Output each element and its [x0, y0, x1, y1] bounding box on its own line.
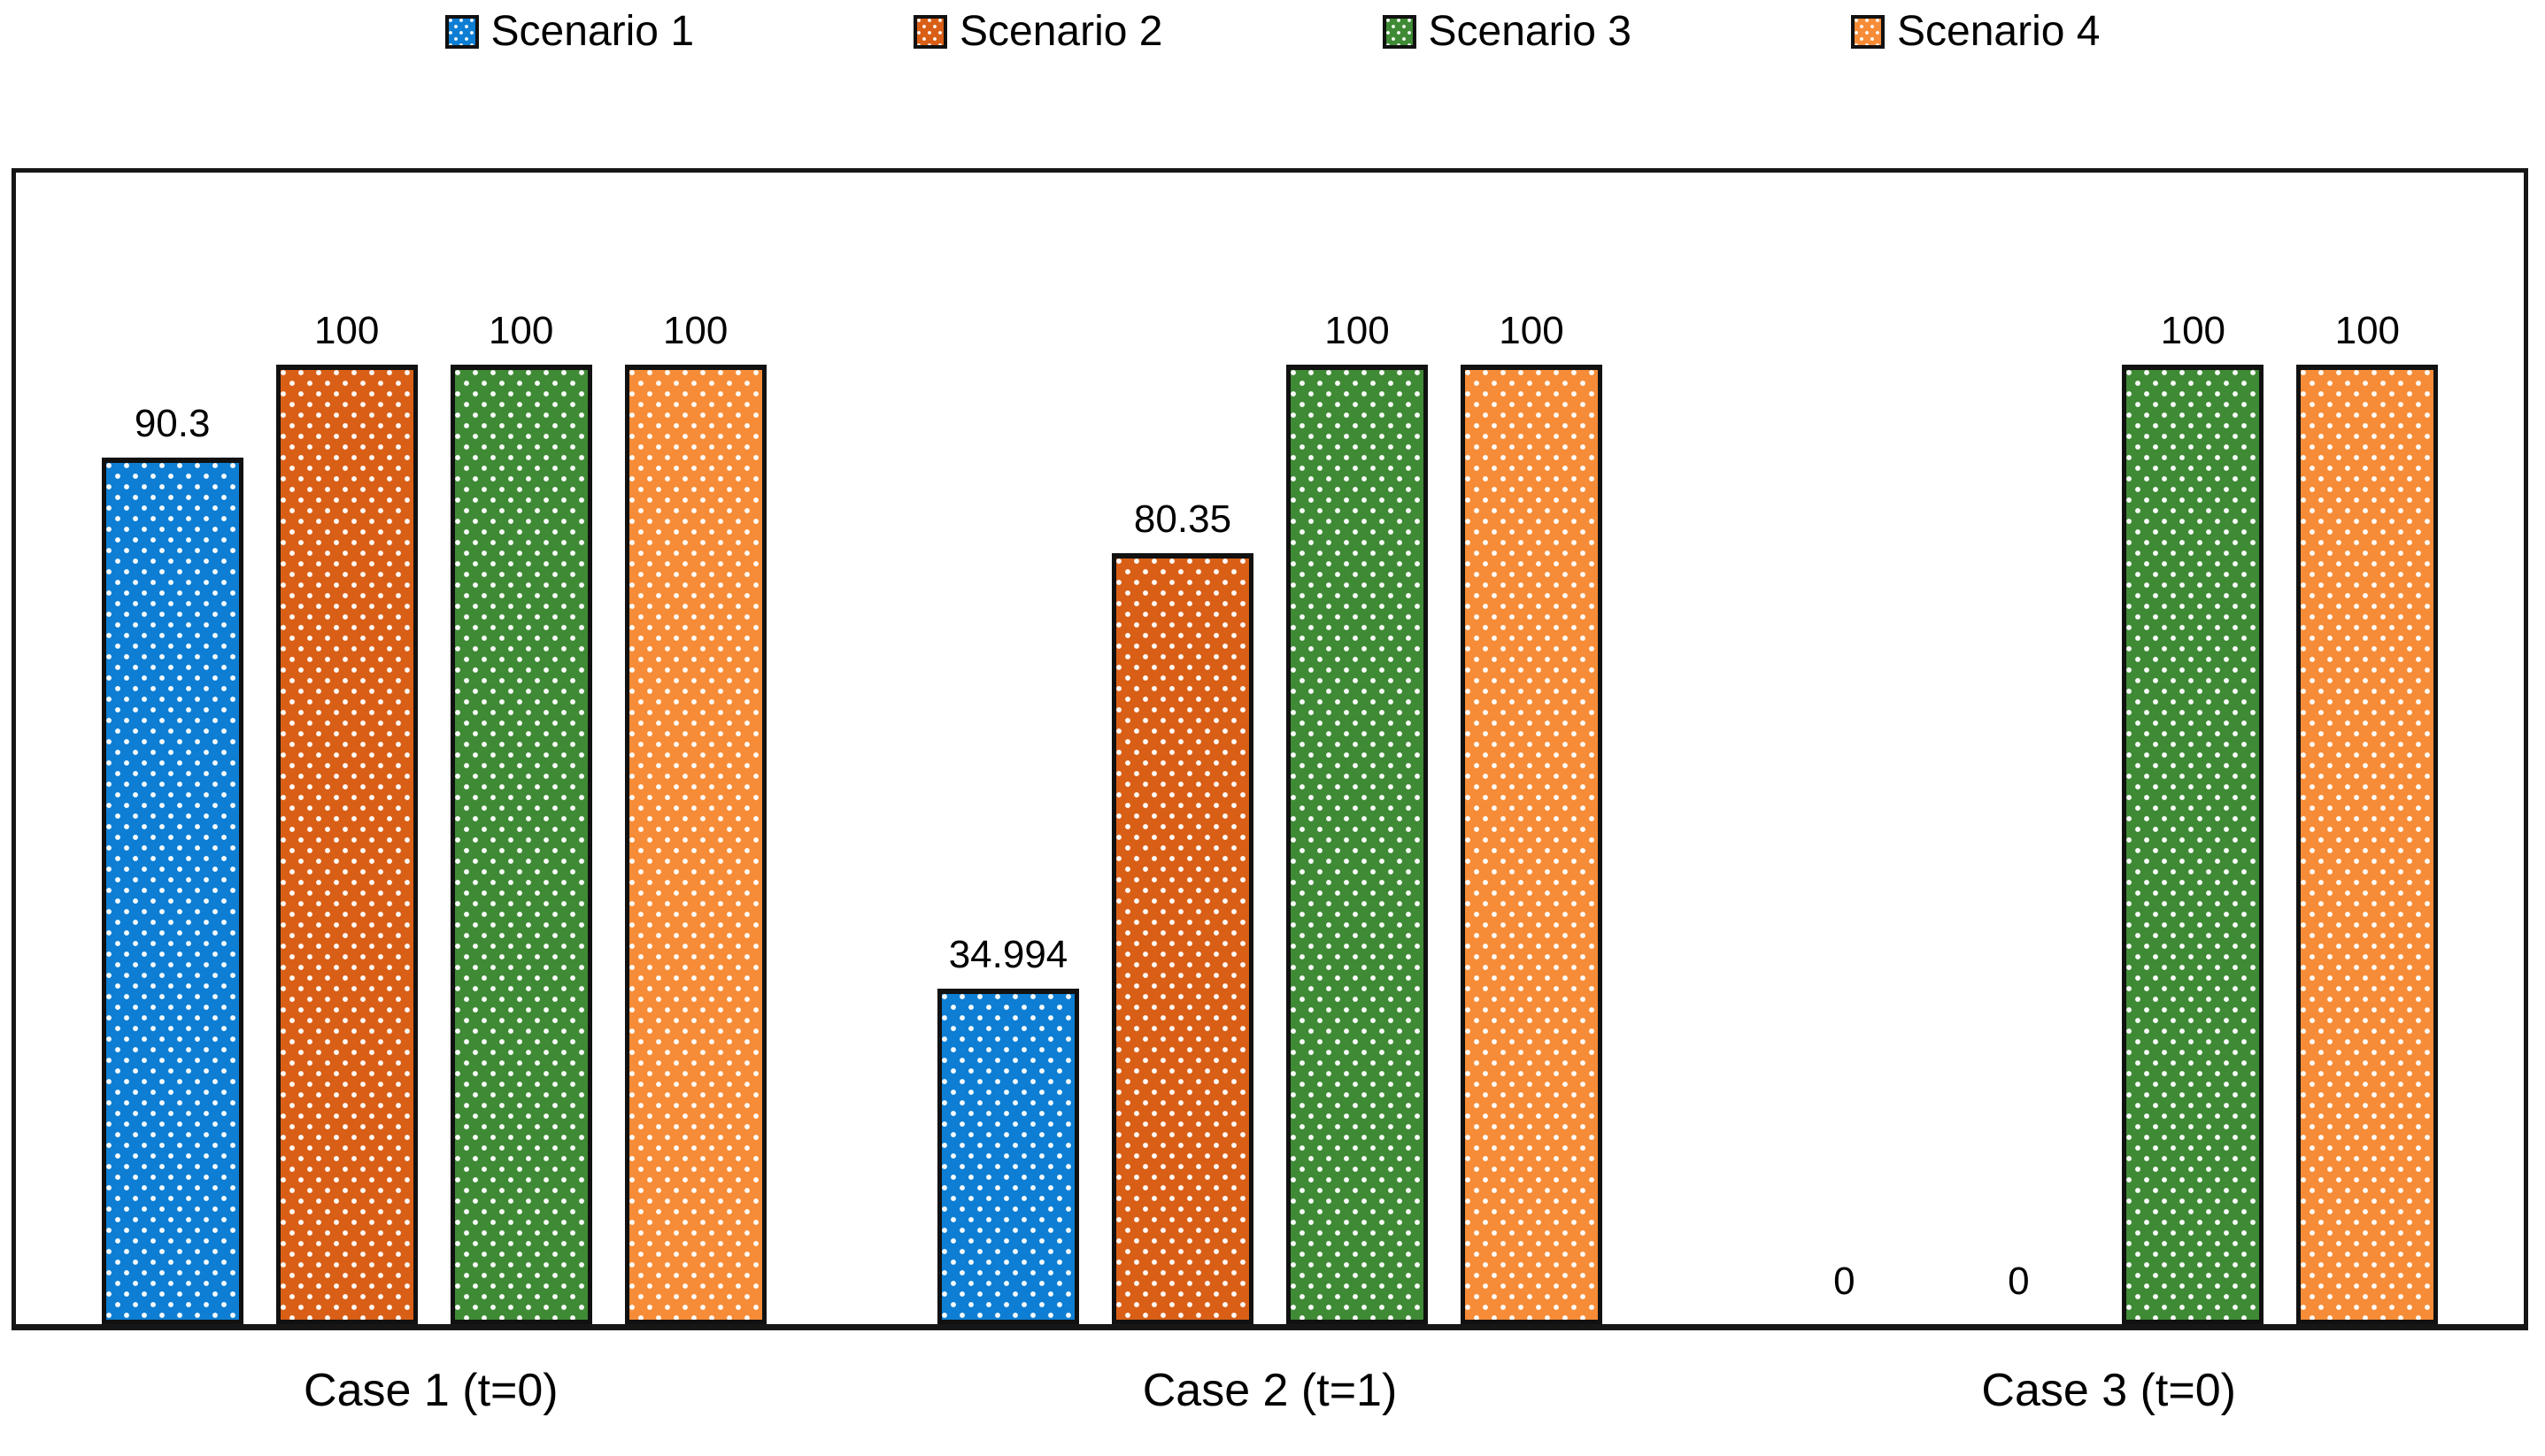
bar-slot-scenario-1-case-1: 90.3 — [101, 404, 243, 1324]
legend-swatch-icon — [1850, 15, 1885, 49]
x-axis-labels: Case 1 (t=0) Case 2 (t=1) Case 3 (t=0) — [12, 1363, 2528, 1418]
bar-scenario-4-case-1 — [624, 364, 767, 1324]
bar-value-label: 80.35 — [1133, 497, 1232, 541]
legend-label: Scenario 1 — [490, 8, 695, 55]
bar-scenario-2-case-1 — [275, 364, 418, 1324]
bar-group-case-2: 34.994 80.35 100 100 — [852, 173, 1687, 1324]
plot-area: 90.3 100 100 100 34.994 80.35 100 100 0 0 100 100 — [12, 168, 2528, 1330]
bar-value-label: 90.3 — [134, 402, 211, 445]
bar-slot-scenario-3-case-1: 100 — [450, 311, 592, 1324]
bar-slot-scenario-2-case-1: 100 — [275, 311, 418, 1324]
bar-value-label: 100 — [488, 308, 554, 352]
bar-scenario-4-case-2 — [1460, 364, 1602, 1324]
bar-slot-scenario-3-case-3: 100 — [2122, 311, 2264, 1324]
bar-value-label: 100 — [1324, 308, 1390, 352]
legend-label: Scenario 2 — [960, 8, 1163, 55]
legend-item-scenario-3: Scenario 3 — [1382, 8, 1631, 55]
bar-slot-scenario-4-case-1: 100 — [624, 311, 767, 1324]
x-axis-label-case-1: Case 1 (t=0) — [304, 1365, 559, 1416]
x-axis-label-case-2: Case 2 (t=1) — [1142, 1365, 1398, 1416]
legend-item-scenario-2: Scenario 2 — [914, 8, 1163, 55]
x-axis-label-case-3: Case 3 (t=0) — [1981, 1365, 2236, 1416]
legend-label: Scenario 3 — [1428, 8, 1631, 55]
bar-scenario-1-case-2 — [937, 988, 1079, 1324]
bar-slot-scenario-1-case-2: 34.994 — [937, 935, 1079, 1324]
bar-scenario-3-case-2 — [1285, 364, 1428, 1324]
legend-label: Scenario 4 — [1896, 8, 2101, 55]
bar-slot-scenario-4-case-3: 100 — [2296, 311, 2439, 1324]
bar-scenario-3-case-1 — [450, 364, 592, 1324]
legend-item-scenario-4: Scenario 4 — [1850, 8, 2101, 55]
legend-swatch-icon — [1382, 15, 1416, 49]
bar-value-label: 0 — [1833, 1260, 1855, 1303]
bar-slot-scenario-2-case-2: 80.35 — [1111, 499, 1253, 1324]
bar-slot-scenario-3-case-2: 100 — [1285, 311, 1428, 1324]
bar-scenario-3-case-3 — [2122, 364, 2264, 1324]
legend-item-scenario-1: Scenario 1 — [444, 8, 695, 55]
bar-value-label: 100 — [662, 308, 729, 352]
bar-value-label: 100 — [313, 308, 380, 352]
bar-value-label: 34.994 — [948, 932, 1068, 976]
chart-legend: Scenario 1 Scenario 2 Scenario 3 Scenario 4 — [0, 11, 2545, 53]
legend-swatch-icon — [444, 15, 479, 49]
bar-value-label: 100 — [1499, 308, 1564, 352]
bar-slot-scenario-4-case-2: 100 — [1460, 311, 1602, 1324]
bar-value-label: 100 — [2160, 308, 2226, 352]
bar-group-case-3: 0 0 100 100 — [1688, 173, 2524, 1324]
bar-scenario-2-case-2 — [1111, 552, 1253, 1324]
bar-value-label: 100 — [2334, 308, 2401, 352]
bar-scenario-4-case-3 — [2296, 364, 2439, 1324]
legend-swatch-icon — [914, 15, 948, 49]
bar-scenario-1-case-1 — [101, 458, 243, 1324]
bar-value-label: 0 — [2008, 1260, 2030, 1303]
bar-group-case-1: 90.3 100 100 100 — [16, 173, 852, 1324]
